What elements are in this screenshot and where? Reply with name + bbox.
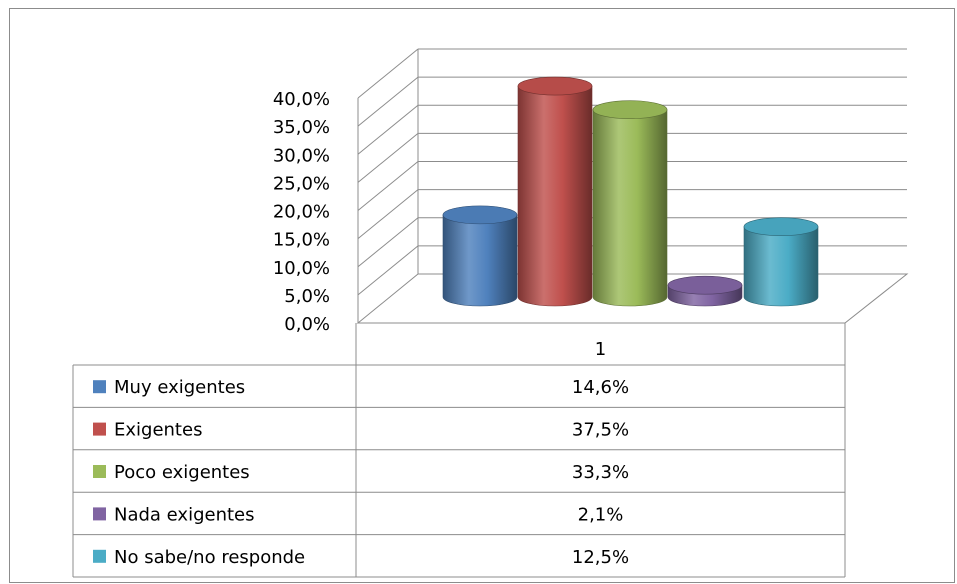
y-tick-label: 25,0% [273,173,330,194]
bar-top [743,217,819,236]
bar-nada-exigentes [667,275,743,307]
bar-top [592,100,668,119]
gridline-side [357,161,419,211]
legend-label: Nada exigentes [114,504,255,525]
category-tick-label: 1 [595,339,606,360]
bar-top [517,76,593,96]
legend-swatch [93,507,106,521]
bar-body [442,214,518,307]
gridline-side [357,132,419,183]
data-label: 33,3% [572,462,629,483]
gridline-side [357,76,419,127]
chart-floor [356,273,909,324]
y-tick-label: 20,0% [273,202,330,223]
legend-swatch [93,549,106,563]
bar-poco-exigentes [592,100,668,307]
bar-top [442,205,518,225]
bar-body [517,85,593,307]
gridline-side [357,104,419,155]
data-label: 14,6% [572,377,629,398]
bar-muy-exigentes [442,205,518,307]
y-tick-label: 5,0% [284,286,330,307]
legend-label: Poco exigentes [114,462,250,483]
bar-exigentes [517,76,593,307]
y-tick-label: 15,0% [273,230,330,251]
y-tick-label: 10,0% [273,258,330,279]
legend-swatch [93,465,106,478]
y-tick-label: 30,0% [273,145,330,166]
bar-body [743,226,819,307]
legend-label: Muy exigentes [114,377,245,398]
y-tick-label: 0,0% [284,314,330,335]
gridline-side [357,217,419,268]
gridline-side [357,48,419,99]
legend-label: No sabe/no responde [114,547,305,568]
legend-label: Exigentes [114,420,202,441]
y-tick-label: 40,0% [273,89,330,110]
data-label: 37,5% [572,420,629,441]
bar-no-sabe-no-responde [743,217,819,307]
gridline-side [357,189,419,240]
gridline-side [357,245,419,296]
bar-top [667,275,743,295]
bar-body [592,109,668,307]
legend-swatch [93,422,106,436]
legend-swatch [93,380,106,394]
data-label: 2,1% [578,504,624,525]
data-label: 12,5% [572,547,629,568]
y-tick-label: 35,0% [273,117,330,138]
